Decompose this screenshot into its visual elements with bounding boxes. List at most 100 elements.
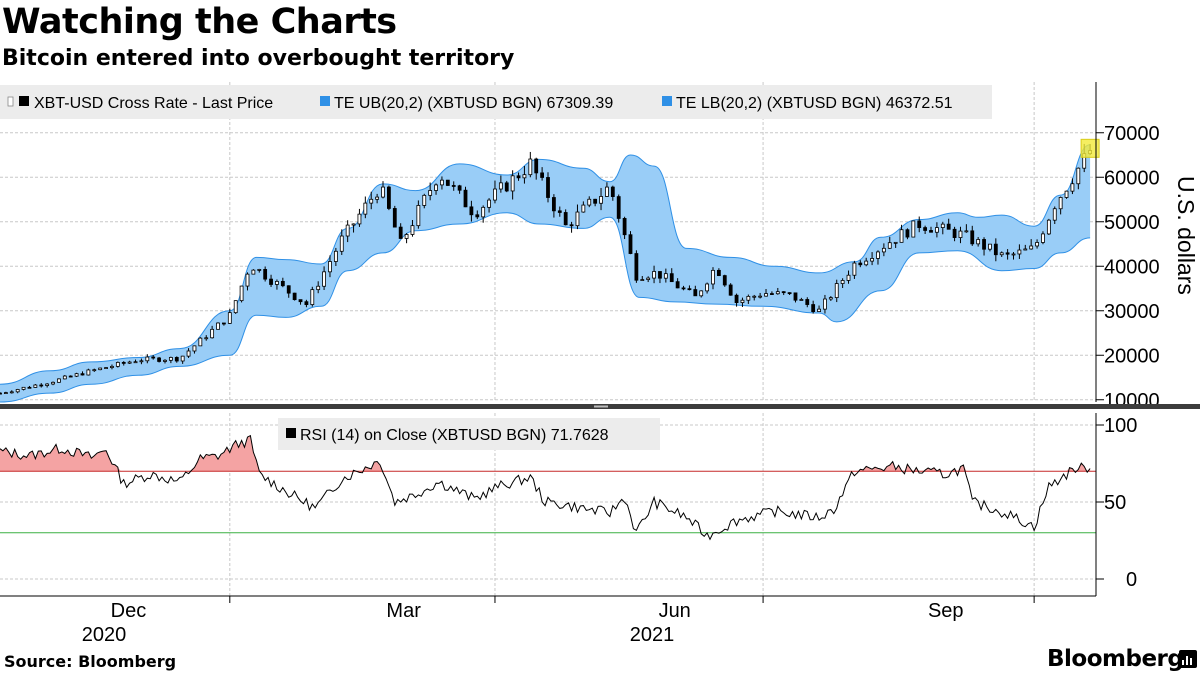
candle-body bbox=[599, 196, 603, 204]
legend-label: TE UB(20,2) (XBTUSD BGN) 67309.39 bbox=[334, 95, 613, 112]
candle-body bbox=[634, 253, 639, 281]
candle-body bbox=[551, 197, 556, 212]
rsi-y-tick-label: 50 bbox=[1104, 492, 1126, 514]
panel-divider[interactable] bbox=[0, 404, 1200, 409]
candle-body bbox=[469, 206, 474, 216]
price-y-tick-label: 40000 bbox=[1104, 256, 1160, 278]
candle-body bbox=[1035, 242, 1039, 247]
candle-body bbox=[333, 250, 338, 262]
candle-body bbox=[911, 220, 916, 238]
candle-body bbox=[1070, 183, 1075, 192]
candle-body bbox=[1058, 197, 1063, 210]
candle-body bbox=[192, 345, 197, 352]
candle-body bbox=[852, 262, 857, 276]
candle-body bbox=[516, 175, 521, 179]
candle-body bbox=[976, 239, 981, 245]
price-y-tick-label: 30000 bbox=[1104, 301, 1160, 323]
candle-body bbox=[540, 172, 545, 178]
x-tick-label: Mar bbox=[386, 600, 421, 622]
candle-body bbox=[946, 223, 951, 230]
candle-body bbox=[316, 285, 321, 291]
candle-body bbox=[881, 247, 886, 253]
candle-body bbox=[722, 275, 727, 286]
candle-body bbox=[434, 184, 438, 191]
candle-body bbox=[375, 196, 380, 200]
candle-body bbox=[828, 297, 833, 300]
candle-body bbox=[569, 224, 574, 227]
candle-body bbox=[775, 291, 780, 295]
candle-body bbox=[157, 357, 161, 362]
candle-body bbox=[151, 356, 156, 359]
x-year-label: 2020 bbox=[82, 624, 127, 646]
candle-body bbox=[563, 212, 568, 226]
candle-body bbox=[257, 269, 262, 271]
candle-body bbox=[404, 234, 409, 239]
candle-body bbox=[534, 158, 539, 174]
candle-body bbox=[793, 292, 798, 301]
candle-body bbox=[952, 228, 957, 238]
candle-body bbox=[899, 229, 904, 243]
candle-body bbox=[339, 235, 344, 252]
page-subtitle: Bitcoin entered into overbought territor… bbox=[2, 46, 515, 71]
y-axis-label: U.S. dollars bbox=[1173, 176, 1199, 295]
candle-body bbox=[1064, 190, 1069, 198]
candle-body bbox=[239, 285, 244, 302]
candle-body bbox=[958, 230, 963, 238]
brand-logo: Bloomberg bbox=[1047, 646, 1184, 672]
candle-body bbox=[593, 198, 598, 204]
candle-body bbox=[858, 262, 863, 266]
candle-body bbox=[917, 220, 922, 228]
candle-body bbox=[504, 182, 509, 192]
x-year-label: 2021 bbox=[630, 624, 675, 646]
candle-body bbox=[834, 283, 839, 299]
candle-body bbox=[204, 337, 209, 340]
candle-body bbox=[451, 185, 456, 187]
candle-body bbox=[876, 251, 880, 259]
candle-body bbox=[616, 196, 621, 219]
lower-band-line bbox=[0, 212, 1091, 403]
candle-body bbox=[669, 273, 674, 283]
candle-body bbox=[982, 239, 986, 250]
candle-body bbox=[840, 280, 845, 284]
candle-body bbox=[222, 322, 226, 325]
candle-body bbox=[740, 299, 745, 303]
rsi-y-tick-label: 0 bbox=[1126, 569, 1137, 591]
candle-body bbox=[1076, 167, 1081, 185]
candle-body bbox=[369, 198, 374, 204]
x-tick-label: Dec bbox=[111, 600, 147, 622]
candle-body bbox=[1029, 245, 1034, 250]
legend-swatch bbox=[19, 96, 29, 106]
candle-body bbox=[428, 190, 433, 196]
candle-body bbox=[557, 210, 562, 213]
candle-body bbox=[92, 369, 97, 372]
candle-body bbox=[15, 389, 20, 393]
candle-body bbox=[363, 202, 368, 215]
candle-body bbox=[522, 174, 527, 179]
candle-body bbox=[787, 292, 792, 295]
candle-body bbox=[163, 359, 167, 362]
candle-body bbox=[416, 205, 421, 227]
candle-body bbox=[198, 337, 203, 347]
candle-body bbox=[74, 373, 79, 377]
candle-body bbox=[422, 194, 427, 206]
bollinger-band-fill bbox=[0, 144, 1091, 402]
candle-body bbox=[9, 391, 14, 394]
price-y-tick-label: 60000 bbox=[1104, 167, 1160, 189]
candle-body bbox=[628, 234, 633, 254]
candle-body bbox=[758, 295, 763, 298]
candle-body bbox=[180, 355, 185, 362]
candle-body bbox=[646, 277, 651, 280]
legend-toggle-icon bbox=[7, 96, 14, 107]
divider-grip-icon[interactable] bbox=[594, 405, 608, 408]
x-axis: Dec Mar Jun Sep 2020 2021 bbox=[0, 595, 1096, 646]
candle-body bbox=[846, 274, 851, 281]
candle-body bbox=[104, 367, 108, 369]
candle-body bbox=[245, 273, 250, 287]
candle-body bbox=[475, 214, 480, 218]
candle-body bbox=[799, 299, 804, 301]
candle-body bbox=[251, 269, 256, 275]
candle-body bbox=[1017, 249, 1022, 255]
candle-body bbox=[663, 273, 668, 279]
candle-body bbox=[1011, 253, 1016, 256]
